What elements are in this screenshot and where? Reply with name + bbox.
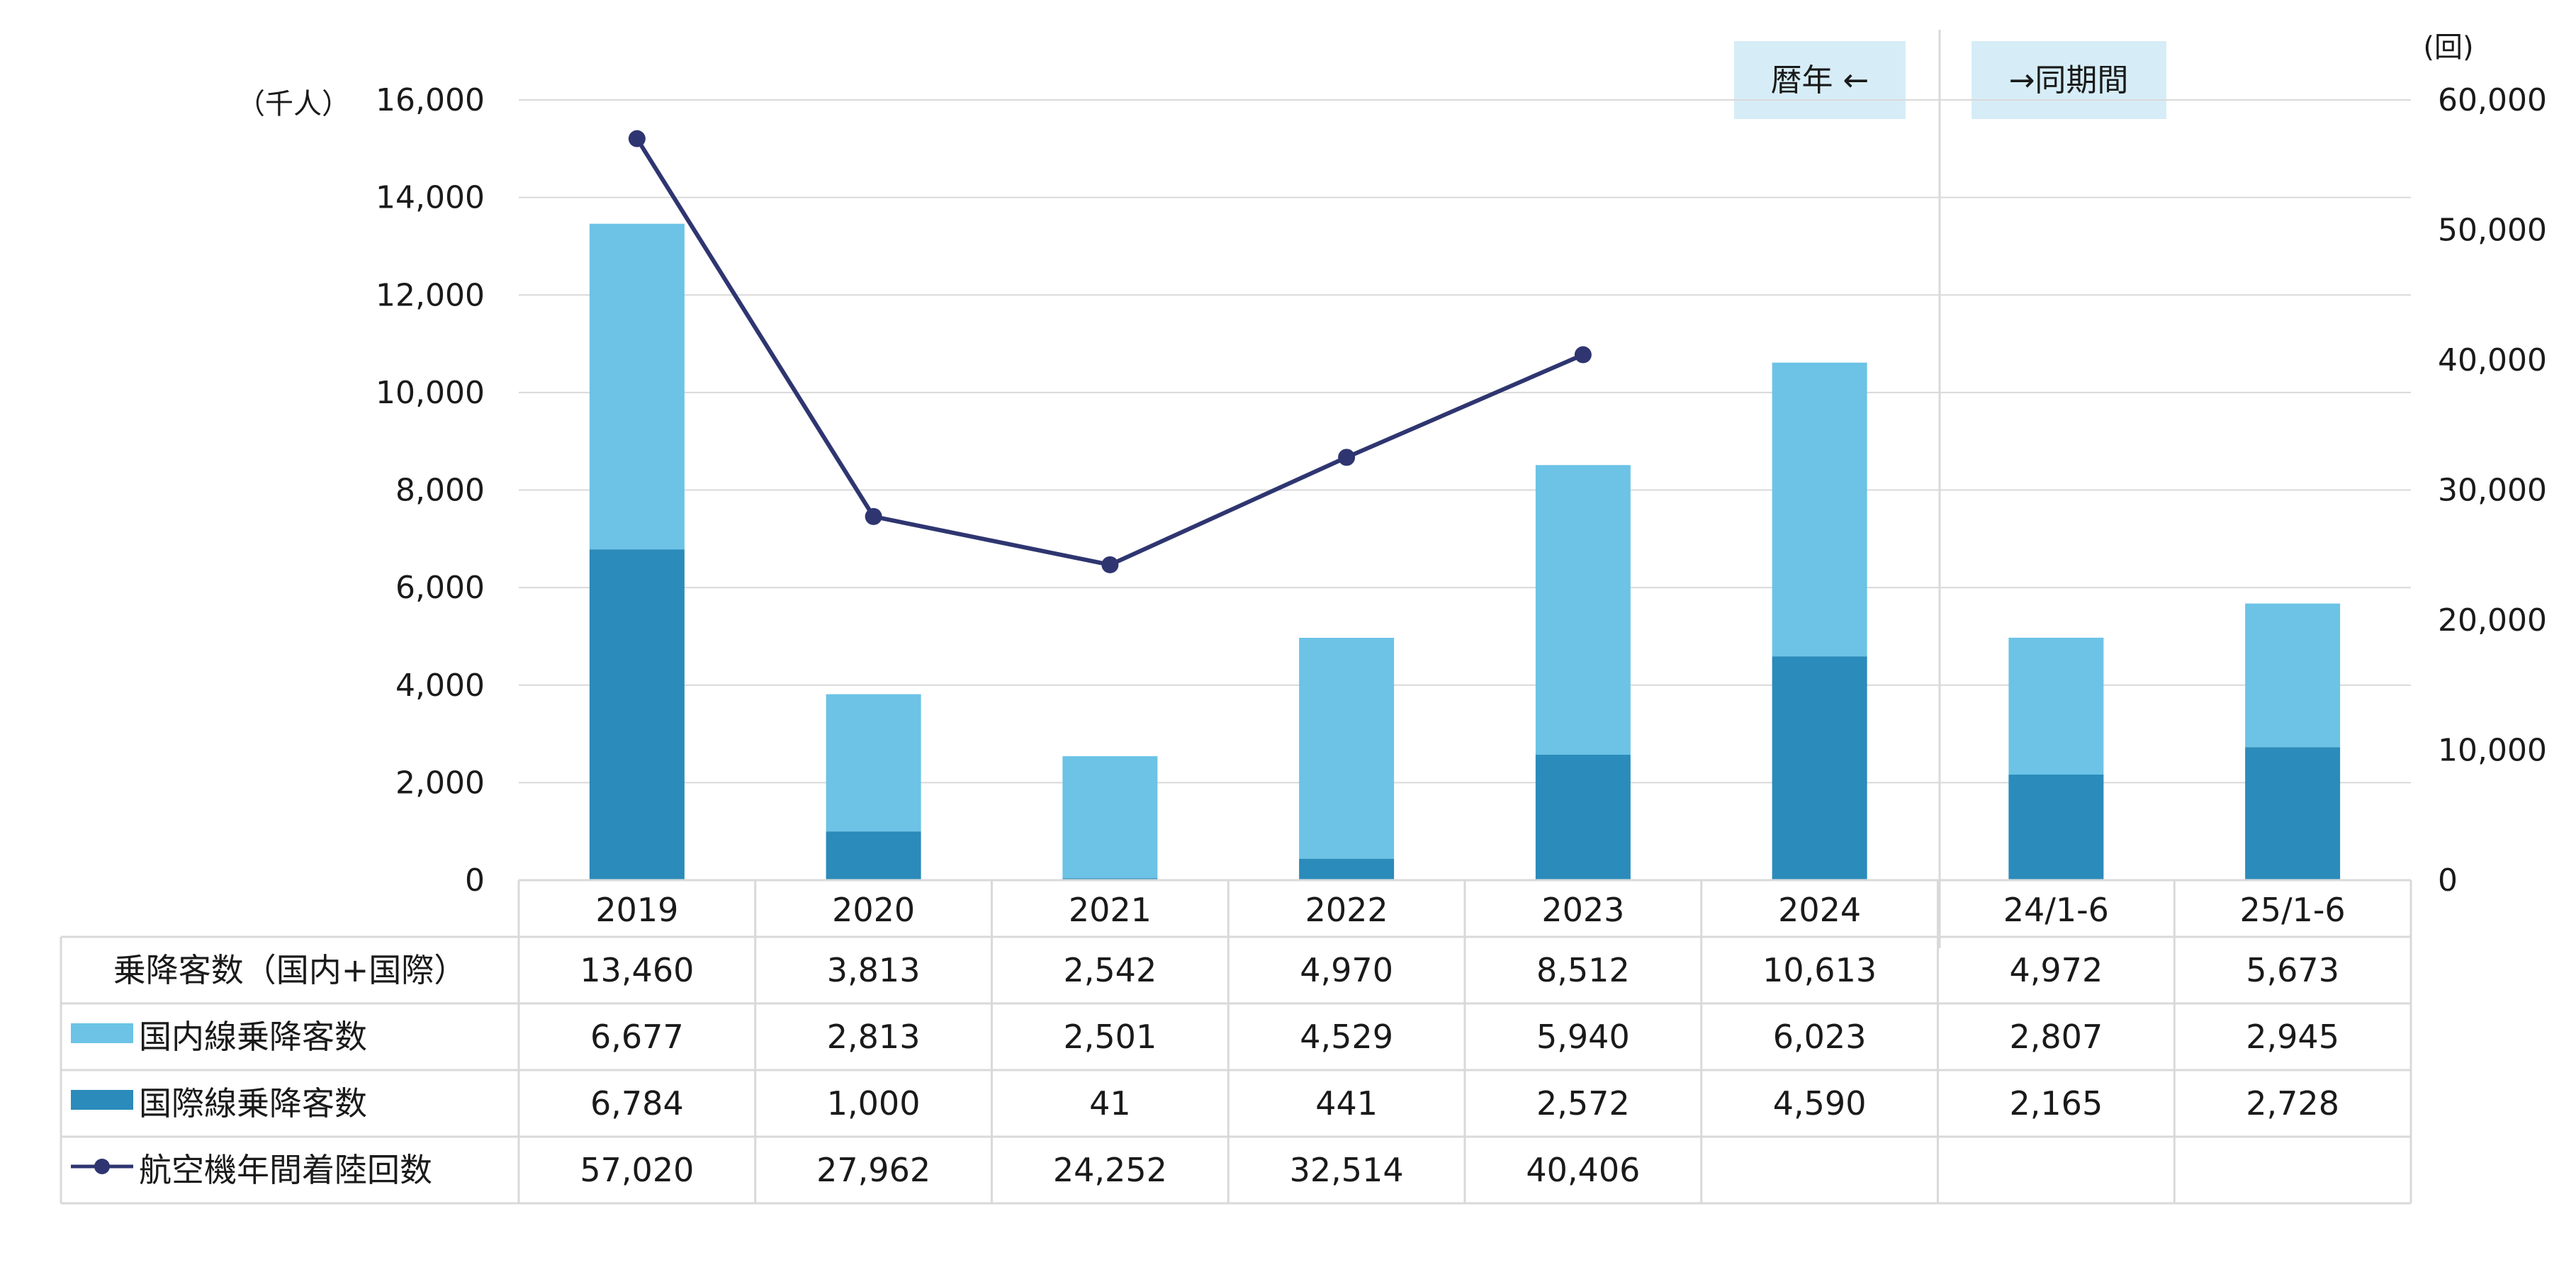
left-tick-label: 8,000 <box>395 473 485 509</box>
left-tick-label: 10,000 <box>376 375 485 411</box>
table-cell: 32,514 <box>1290 1151 1404 1189</box>
table-cell: 6,677 <box>590 1018 684 1056</box>
bar-domestic-2024 <box>1772 362 1867 657</box>
right-tick-label: 20,000 <box>2438 602 2547 638</box>
category-label: 25/1-6 <box>2240 891 2346 929</box>
right-tick-label: 0 <box>2438 862 2458 899</box>
bar-international-2024 <box>1772 656 1867 880</box>
left-tick-label: 12,000 <box>376 277 485 313</box>
bar-international-24/1-6 <box>2008 775 2104 880</box>
category-label: 2019 <box>595 891 678 929</box>
bar-international-2023 <box>1535 755 1631 880</box>
table-cell: 27,962 <box>816 1151 930 1189</box>
row-label: 乗降客数（国内+国際） <box>113 951 467 989</box>
table-cell: 5,940 <box>1536 1018 1630 1056</box>
bar-international-25/1-6 <box>2245 747 2341 880</box>
landing-point-2023 <box>1574 346 1592 364</box>
table-cell: 6,784 <box>590 1084 684 1123</box>
category-label: 2024 <box>1778 891 1861 929</box>
table-cell: 2,728 <box>2246 1084 2339 1123</box>
landing-point-2022 <box>1338 449 1356 466</box>
data-table: 2019 2020 2021 2022 2023 2024 24/1-6 25/1-6 乗降客数… <box>60 879 2412 1205</box>
calendar-year-box <box>1734 41 1906 119</box>
table-cell: 2,165 <box>2010 1084 2103 1123</box>
right-tick-label: 50,000 <box>2438 213 2547 249</box>
table-cell: 4,972 <box>2010 951 2103 989</box>
bar-domestic-2022 <box>1299 638 1395 859</box>
right-axis-unit: (回) <box>2423 31 2473 64</box>
right-tick-label: 40,000 <box>2438 342 2547 378</box>
table-cell: 5,673 <box>2246 951 2339 989</box>
same-period-label: →同期間 <box>2009 62 2129 99</box>
bar-domestic-2019 <box>589 223 685 550</box>
bars <box>589 223 2341 880</box>
row-label: 国内線乗降客数 <box>139 1018 367 1056</box>
table-cell: 24,252 <box>1053 1151 1167 1189</box>
category-label: 2021 <box>1069 891 1152 929</box>
landing-line-path <box>635 137 1585 568</box>
category-label: 2020 <box>832 891 915 929</box>
right-axis-ticks: 0 10,000 20,000 30,000 40,000 50,000 60,000 <box>2438 82 2547 899</box>
table-cell: 1,000 <box>827 1084 921 1123</box>
legend-swatch-domestic <box>71 1023 133 1043</box>
row-label: 国際線乗降客数 <box>139 1084 367 1123</box>
table-cell: 2,813 <box>827 1018 921 1056</box>
bar-domestic-2023 <box>1535 465 1631 755</box>
table-cell: 10,613 <box>1762 951 1877 989</box>
landing-point-2020 <box>865 507 882 525</box>
table-cell: 2,945 <box>2246 1018 2339 1056</box>
bar-domestic-2020 <box>826 694 921 832</box>
calendar-year-label: 暦年 ← <box>1771 62 1869 99</box>
same-period-box <box>1972 41 2166 119</box>
bar-domestic-24/1-6 <box>2008 637 2104 775</box>
bar-domestic-25/1-6 <box>2245 603 2341 748</box>
category-label: 2022 <box>1305 891 1388 929</box>
table-cell: 3,813 <box>827 951 921 989</box>
table-cell: 4,970 <box>1300 951 1393 989</box>
row-label: 航空機年間着陸回数 <box>139 1151 432 1189</box>
left-axis-unit: （千人） <box>237 88 350 120</box>
bar-domestic-2021 <box>1062 756 1158 879</box>
left-tick-label: 14,000 <box>376 180 485 216</box>
gridlines <box>519 30 2411 948</box>
category-label: 24/1-6 <box>2003 891 2109 929</box>
table-cell: 2,542 <box>1064 951 1157 989</box>
legend-line-marker <box>94 1159 110 1174</box>
legend-swatch-international <box>71 1090 133 1110</box>
left-axis-ticks: 0 2,000 4,000 6,000 8,000 10,000 12,000 14,000 1… <box>376 82 485 899</box>
table-cell: 57,020 <box>580 1151 694 1189</box>
bar-international-2022 <box>1299 858 1395 880</box>
table-cell: 2,501 <box>1064 1018 1157 1056</box>
period-labels: 暦年 ← →同期間 <box>1734 41 2166 119</box>
table-cell: 441 <box>1315 1084 1378 1123</box>
table-cell: 2,572 <box>1536 1084 1630 1123</box>
landing-line <box>628 130 1592 573</box>
bar-international-2019 <box>589 549 685 880</box>
category-label: 2023 <box>1541 891 1624 929</box>
left-tick-label: 2,000 <box>395 765 485 801</box>
landing-point-2021 <box>1101 556 1119 573</box>
left-tick-label: 16,000 <box>376 82 485 118</box>
bar-international-2020 <box>826 831 921 880</box>
table-cell: 6,023 <box>1773 1018 1867 1056</box>
table-cell: 40,406 <box>1526 1151 1640 1189</box>
right-tick-label: 60,000 <box>2438 82 2547 118</box>
table-cell: 2,807 <box>2010 1018 2103 1056</box>
left-tick-label: 6,000 <box>395 570 485 606</box>
landing-point-2019 <box>628 130 646 147</box>
table-cell: 8,512 <box>1536 951 1630 989</box>
table-cell: 13,460 <box>580 951 694 989</box>
right-tick-label: 10,000 <box>2438 733 2547 769</box>
table-cell: 4,590 <box>1773 1084 1867 1123</box>
table-cell: 41 <box>1089 1084 1131 1123</box>
left-tick-label: 0 <box>465 862 485 899</box>
right-tick-label: 30,000 <box>2438 473 2547 509</box>
table-cell: 4,529 <box>1300 1018 1393 1056</box>
left-tick-label: 4,000 <box>395 668 485 704</box>
